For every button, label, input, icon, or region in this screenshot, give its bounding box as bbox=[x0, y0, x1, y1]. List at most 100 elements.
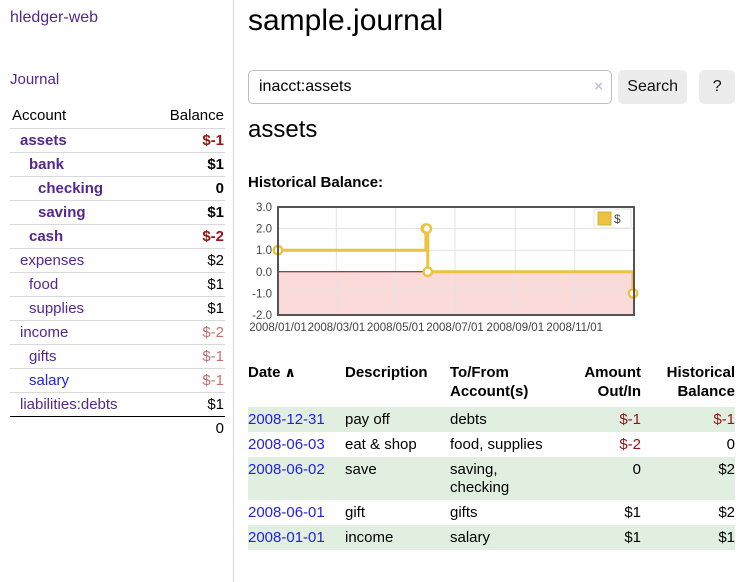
register-date-link[interactable]: 2008-06-02 bbox=[248, 460, 325, 478]
register-row: 2008-06-01 gift gifts $1 $2 bbox=[248, 500, 735, 525]
page-title: sample.journal bbox=[248, 4, 444, 37]
register-date-link[interactable]: 2008-12-31 bbox=[248, 410, 325, 428]
help-button[interactable]: ? bbox=[699, 70, 735, 104]
account-row: salary $-1 bbox=[10, 368, 225, 392]
sidebar-account-cash[interactable]: cash bbox=[29, 228, 64, 245]
chart-plot-border bbox=[277, 206, 635, 316]
account-heading: assets bbox=[248, 116, 318, 143]
search-button[interactable]: Search bbox=[618, 70, 688, 104]
legend-label: $ bbox=[614, 212, 621, 226]
register-cell-amount: $1 bbox=[624, 503, 641, 521]
brand-link[interactable]: hledger-web bbox=[10, 9, 99, 26]
clear-search-icon[interactable]: × bbox=[594, 78, 603, 95]
search-input-wrap: × bbox=[248, 70, 612, 104]
x-axis-tick-label: 2008/03/01 bbox=[308, 322, 366, 334]
x-axis-tick-label: 2008/01/01 bbox=[249, 322, 307, 334]
register-cell-description: save bbox=[345, 457, 450, 500]
register-cell-balance: $-1 bbox=[641, 407, 735, 432]
account-row: expenses $2 bbox=[10, 248, 225, 272]
register-header-row: Date ∧ Description To/From Account(s) Amo… bbox=[248, 361, 735, 407]
x-axis-tick-label: 2008/07/01 bbox=[426, 322, 484, 334]
chart-legend: $ bbox=[593, 208, 632, 229]
register-date-link[interactable]: 2008-01-01 bbox=[248, 528, 325, 546]
y-axis-tick-label: 3.0 bbox=[256, 202, 272, 214]
sidebar-account-assets[interactable]: assets bbox=[20, 132, 67, 149]
account-row: supplies $1 bbox=[10, 296, 225, 320]
y-axis-tick-label: -1.0 bbox=[252, 288, 272, 300]
register-cell-amount: $-1 bbox=[570, 407, 641, 432]
register-cell-amount: $1 bbox=[570, 525, 641, 550]
register-table: Date ∧ Description To/From Account(s) Amo… bbox=[248, 361, 735, 550]
account-row: food $1 bbox=[10, 272, 225, 296]
account-row: assets $-1 bbox=[10, 128, 225, 152]
sidebar-account-income[interactable]: income bbox=[20, 324, 69, 341]
sidebar-account-expenses[interactable]: expenses bbox=[20, 252, 85, 269]
x-axis-tick-label: 2008/11/01 bbox=[546, 322, 603, 334]
register-cell-description: gift bbox=[345, 503, 366, 521]
column-header-date[interactable]: Date ∧ bbox=[248, 364, 296, 381]
main-content: sample.journal × Search ? assets Histori… bbox=[248, 0, 735, 582]
account-balance: $1 bbox=[207, 300, 224, 317]
register-cell-balance: $2 bbox=[718, 503, 735, 521]
account-balance: $-1 bbox=[202, 348, 224, 365]
register-cell-balance: $2 bbox=[641, 457, 735, 500]
sort-ascending-icon: ∧ bbox=[284, 364, 296, 380]
register-cell-accounts: gifts bbox=[450, 503, 478, 521]
sidebar-account-bank[interactable]: bank bbox=[29, 156, 65, 173]
register-cell-amount: 0 bbox=[570, 457, 641, 500]
y-axis-tick-label: 0.0 bbox=[256, 267, 272, 279]
register-row: 2008-06-03 eat & shop food, supplies $-2 0 bbox=[248, 432, 735, 457]
account-row: liabilities:debts $1 bbox=[10, 392, 225, 416]
account-row: saving $1 bbox=[10, 200, 225, 224]
register-cell-description: eat & shop bbox=[345, 435, 417, 453]
column-header-description: Description bbox=[345, 364, 428, 381]
chart-point-marker bbox=[421, 223, 433, 235]
sidebar-account-supplies[interactable]: supplies bbox=[29, 300, 85, 317]
sidebar-account-checking[interactable]: checking bbox=[38, 180, 104, 197]
register-cell-description: pay off bbox=[345, 407, 450, 432]
account-balance: $-1 bbox=[202, 372, 224, 389]
y-axis-tick-label: 1.0 bbox=[256, 245, 272, 257]
chart-title: Historical Balance: bbox=[248, 174, 384, 191]
register-cell-date: 2008-06-03 bbox=[248, 432, 345, 457]
sidebar-account-liabilities-debts[interactable]: liabilities:debts bbox=[20, 396, 118, 413]
x-axis-tick-label: 2008/09/01 bbox=[487, 322, 545, 334]
sidebar-divider bbox=[233, 0, 234, 582]
account-balance: $1 bbox=[207, 156, 224, 173]
register-date-link[interactable]: 2008-06-01 bbox=[248, 503, 325, 521]
sidebar-account-food[interactable]: food bbox=[29, 276, 59, 293]
sidebar-account-saving[interactable]: saving bbox=[38, 204, 86, 221]
account-balance: $1 bbox=[207, 276, 224, 293]
account-balance: $1 bbox=[207, 396, 224, 413]
account-row: gifts $-1 bbox=[10, 344, 225, 368]
register-cell-accounts: saving, checking bbox=[450, 457, 570, 500]
account-balance: $-1 bbox=[202, 132, 224, 149]
account-balance: $-2 bbox=[202, 324, 224, 341]
balance-column-header: Balance bbox=[169, 107, 224, 124]
sidebar-account-salary[interactable]: salary bbox=[29, 372, 70, 389]
sidebar-account-gifts[interactable]: gifts bbox=[29, 348, 57, 365]
column-header-amount: Amount Out/In bbox=[584, 364, 641, 400]
column-header-accounts: To/From Account(s) bbox=[450, 364, 529, 400]
register-row: 2008-06-02 save saving, checking 0 $2 bbox=[248, 457, 735, 500]
register-cell-date: 2008-06-01 bbox=[248, 500, 345, 525]
account-balance: $-2 bbox=[202, 228, 224, 245]
search-input[interactable] bbox=[248, 70, 612, 104]
sidebar-item-journal[interactable]: Journal bbox=[10, 71, 60, 88]
register-date-link[interactable]: 2008-06-03 bbox=[248, 435, 325, 453]
account-tree-header: Account Balance bbox=[10, 104, 225, 128]
register-cell-accounts: debts bbox=[450, 407, 570, 432]
account-row: bank $1 bbox=[10, 152, 225, 176]
search-bar: × Search ? bbox=[248, 70, 735, 104]
register-cell-balance: $1 bbox=[641, 525, 735, 550]
register-cell-description: income bbox=[345, 525, 450, 550]
legend-swatch-icon bbox=[597, 211, 612, 226]
register-cell-date: 2008-06-02 bbox=[248, 457, 345, 500]
total-balance: 0 bbox=[215, 420, 224, 437]
historical-balance-chart: 3.0 2.0 1.0 0.0 -1.0 -2.0 2008/01/01 2008/03/01… bbox=[246, 202, 642, 342]
account-row: checking 0 bbox=[10, 176, 225, 200]
account-column-header: Account bbox=[12, 107, 67, 124]
y-axis-tick-label: 2.0 bbox=[256, 224, 272, 236]
register-cell-date: 2008-01-01 bbox=[248, 525, 345, 550]
